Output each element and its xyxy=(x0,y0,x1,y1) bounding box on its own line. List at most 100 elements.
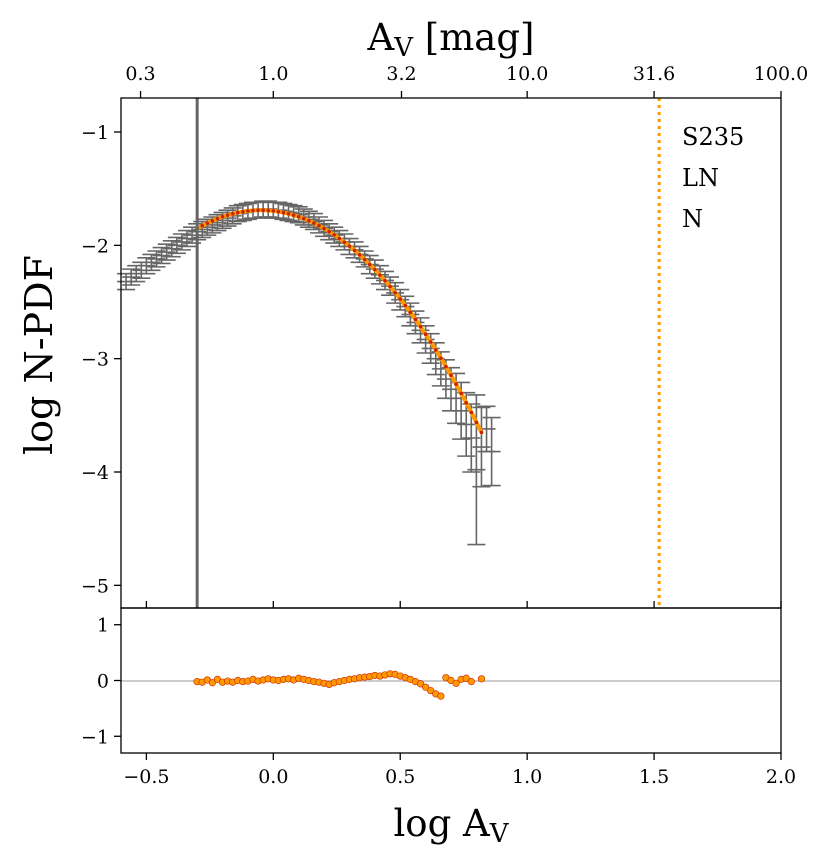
pdf-data-point xyxy=(378,273,382,277)
pdf-errorbar xyxy=(482,416,501,487)
residual-point xyxy=(478,675,485,682)
residual-point xyxy=(427,687,434,694)
legend: S235 LN N xyxy=(682,123,744,233)
y-tick-label: −5 xyxy=(81,575,109,597)
pdf-data-point xyxy=(210,218,215,223)
pdf-data-point xyxy=(373,267,377,272)
pdf-data-point xyxy=(215,216,220,221)
pdf-errorbar xyxy=(152,246,171,265)
pdf-errorbar xyxy=(157,243,176,261)
pdf-data-point xyxy=(327,229,331,234)
residual-point xyxy=(387,670,394,677)
pdf-data-point xyxy=(362,257,367,262)
pdf-data-point xyxy=(225,213,230,217)
pdf-data-point xyxy=(357,253,362,257)
residual-y-ticks: 1 0 −1 xyxy=(81,615,121,748)
residual-point xyxy=(214,676,221,683)
residual-point xyxy=(442,674,449,681)
pdf-data-point xyxy=(286,211,291,216)
residual-points xyxy=(193,670,486,700)
residual-point xyxy=(468,678,475,685)
pdf-errorbar xyxy=(142,253,161,272)
pdf-data-point xyxy=(393,290,397,295)
pdf-data-point xyxy=(256,208,260,213)
residual-point xyxy=(412,678,419,685)
pdf-errorbar xyxy=(137,256,156,275)
residual-x-ticks: −0.5 0.0 0.5 1.0 1.5 2.0 xyxy=(123,753,796,788)
pdf-data-point xyxy=(428,340,433,344)
pdf-data-point xyxy=(444,364,448,369)
residual-point xyxy=(432,690,439,697)
y-axis-label: log N-PDF xyxy=(17,255,61,455)
pdf-data-point xyxy=(235,210,240,215)
pdf-data-point xyxy=(291,213,296,217)
x-tick-label: 1.0 xyxy=(512,766,542,788)
pdf-data-point xyxy=(459,391,463,396)
top-tick-label: 0.3 xyxy=(125,63,155,85)
residual-point xyxy=(356,674,363,681)
pdf-data-point xyxy=(230,211,235,216)
residual-point xyxy=(422,684,429,691)
pdf-data-point xyxy=(403,303,408,308)
top-tick-label: 3.2 xyxy=(386,63,416,85)
pdf-data-point xyxy=(408,310,413,315)
pdf-data-point xyxy=(322,226,326,231)
top-tick-label: 100.0 xyxy=(754,63,808,85)
pdf-errorbar xyxy=(472,406,491,488)
y-tick-label: −3 xyxy=(81,349,109,371)
top-axis-label: AV [mag] xyxy=(367,16,535,63)
pdf-data-point xyxy=(337,236,342,241)
y-tick-label: −2 xyxy=(81,235,109,257)
pdf-data-point xyxy=(449,373,453,378)
pdf-data-point xyxy=(200,223,205,228)
residual-point xyxy=(463,675,470,682)
main-y-ticks: −1 −2 −3 −4 −5 xyxy=(81,122,121,597)
residual-y-tick-label: 0 xyxy=(97,671,109,693)
pdf-data-point xyxy=(312,221,316,225)
pdf-data-point xyxy=(474,420,479,425)
legend-entry-region: S235 xyxy=(682,123,744,151)
residual-point xyxy=(453,680,460,687)
pdf-data-point xyxy=(464,400,469,405)
residual-point xyxy=(239,678,246,685)
residual-point xyxy=(346,676,353,683)
y-tick-label: −1 xyxy=(81,122,109,144)
pdf-errorbar xyxy=(147,250,166,268)
pdf-data-point xyxy=(439,356,443,360)
pdf-data-point xyxy=(281,210,286,215)
x-tick-label: 0.5 xyxy=(385,766,415,788)
pdf-data-point xyxy=(413,317,418,322)
pdf-data-point xyxy=(454,382,458,387)
pdf-errorbar xyxy=(122,268,141,286)
pdf-data-point xyxy=(317,223,321,228)
residual-point xyxy=(270,676,277,683)
pdf-data-point xyxy=(261,208,265,213)
x-tick-label: 0.0 xyxy=(258,766,288,788)
main-x-ticks xyxy=(145,601,782,608)
pdf-points xyxy=(195,208,484,435)
pdf-data-point xyxy=(241,209,245,214)
top-tick-label: 31.6 xyxy=(633,63,675,85)
residual-point xyxy=(209,679,216,686)
pdf-data-point xyxy=(220,215,225,219)
pdf-data-point xyxy=(296,215,301,219)
x-tick-label: 1.5 xyxy=(639,766,669,788)
pdf-data-point xyxy=(205,221,210,225)
pdf-errorbar xyxy=(167,236,186,255)
vertical-lines xyxy=(195,98,661,608)
residual-point xyxy=(417,680,424,687)
residual-point xyxy=(310,678,317,685)
residual-point xyxy=(361,674,368,681)
top-tick-label: 10.0 xyxy=(506,63,548,85)
x-axis-label: log AV xyxy=(393,802,509,849)
pdf-data-point xyxy=(332,233,337,237)
pdf-data-point xyxy=(469,410,474,415)
pdf-data-point xyxy=(307,218,311,223)
top-tick-label: 1.0 xyxy=(258,63,288,85)
pdf-data-point xyxy=(433,348,438,352)
pdf-errorbars xyxy=(117,200,501,546)
pdf-data-point xyxy=(251,208,255,213)
pdf-data-point xyxy=(367,262,372,267)
pdf-data-point xyxy=(479,430,484,435)
